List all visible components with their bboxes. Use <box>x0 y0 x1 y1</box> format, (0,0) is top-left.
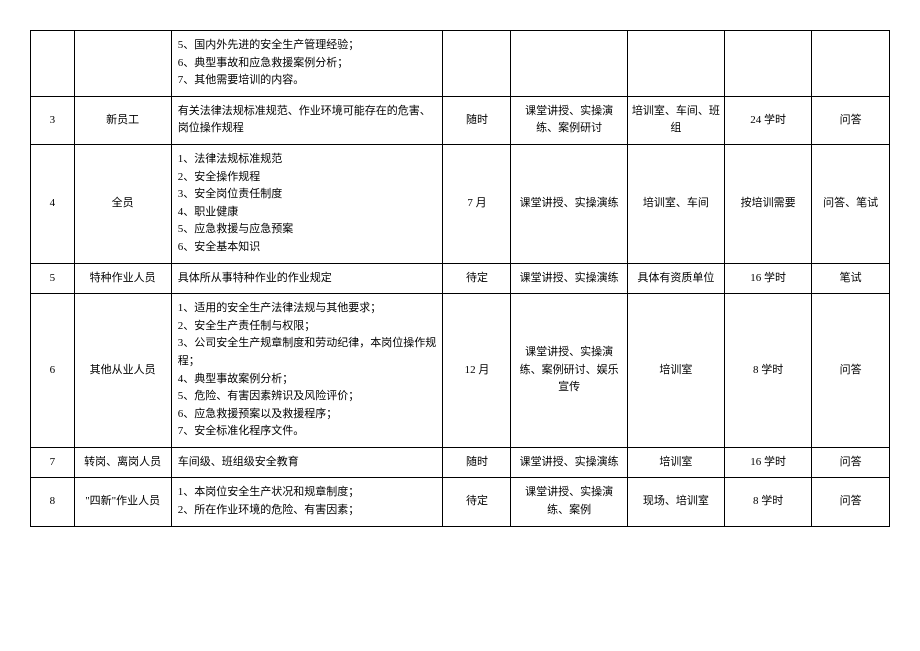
cell-index <box>31 31 75 97</box>
table-row: 6其他从业人员1、适用的安全生产法律法规与其他要求；2、安全生产责任制与权限；3… <box>31 294 890 448</box>
cell-person: 新员工 <box>74 96 171 144</box>
cell-assess <box>812 31 890 97</box>
table-row: 4全员1、法律法规标准规范2、安全操作规程3、安全岗位责任制度4、职业健康5、应… <box>31 144 890 263</box>
cell-index: 4 <box>31 144 75 263</box>
cell-method: 课堂讲授、实操演练 <box>511 447 627 478</box>
cell-assess: 问答、笔试 <box>812 144 890 263</box>
cell-hours <box>724 31 811 97</box>
table-row: 8"四新"作业人员1、本岗位安全生产状况和规章制度；2、所在作业环境的危险、有害… <box>31 478 890 526</box>
cell-time: 待定 <box>443 478 511 526</box>
cell-place: 培训室 <box>627 294 724 448</box>
table-row: 5特种作业人员具体所从事特种作业的作业规定待定课堂讲授、实操演练具体有资质单位1… <box>31 263 890 294</box>
cell-index: 7 <box>31 447 75 478</box>
cell-time: 随时 <box>443 96 511 144</box>
cell-person: 转岗、离岗人员 <box>74 447 171 478</box>
cell-time: 随时 <box>443 447 511 478</box>
cell-place: 培训室 <box>627 447 724 478</box>
cell-time: 7 月 <box>443 144 511 263</box>
cell-time: 待定 <box>443 263 511 294</box>
table-row: 5、国内外先进的安全生产管理经验；6、典型事故和应急救援案例分析；7、其他需要培… <box>31 31 890 97</box>
cell-hours: 8 学时 <box>724 478 811 526</box>
cell-assess: 问答 <box>812 447 890 478</box>
cell-place: 具体有资质单位 <box>627 263 724 294</box>
cell-index: 8 <box>31 478 75 526</box>
cell-content: 车间级、班组级安全教育 <box>171 447 443 478</box>
cell-person: 其他从业人员 <box>74 294 171 448</box>
table-row: 3新员工有关法律法规标准规范、作业环境可能存在的危害、岗位操作规程随时课堂讲授、… <box>31 96 890 144</box>
document-page: 5、国内外先进的安全生产管理经验；6、典型事故和应急救援案例分析；7、其他需要培… <box>30 30 890 527</box>
cell-hours: 16 学时 <box>724 447 811 478</box>
cell-method: 课堂讲授、实操演练 <box>511 144 627 263</box>
cell-content: 1、本岗位安全生产状况和规章制度；2、所在作业环境的危险、有害因素； <box>171 478 443 526</box>
table-body: 5、国内外先进的安全生产管理经验；6、典型事故和应急救援案例分析；7、其他需要培… <box>31 31 890 527</box>
cell-content: 具体所从事特种作业的作业规定 <box>171 263 443 294</box>
cell-index: 6 <box>31 294 75 448</box>
cell-person <box>74 31 171 97</box>
cell-index: 3 <box>31 96 75 144</box>
cell-person: 特种作业人员 <box>74 263 171 294</box>
cell-index: 5 <box>31 263 75 294</box>
cell-place: 培训室、车间 <box>627 144 724 263</box>
cell-place: 培训室、车间、班组 <box>627 96 724 144</box>
cell-method: 课堂讲授、实操演练、案例研讨 <box>511 96 627 144</box>
cell-place: 现场、培训室 <box>627 478 724 526</box>
cell-person: 全员 <box>74 144 171 263</box>
cell-hours: 8 学时 <box>724 294 811 448</box>
cell-assess: 笔试 <box>812 263 890 294</box>
cell-content: 5、国内外先进的安全生产管理经验；6、典型事故和应急救援案例分析；7、其他需要培… <box>171 31 443 97</box>
cell-assess: 问答 <box>812 478 890 526</box>
cell-person: "四新"作业人员 <box>74 478 171 526</box>
training-table: 5、国内外先进的安全生产管理经验；6、典型事故和应急救援案例分析；7、其他需要培… <box>30 30 890 527</box>
cell-hours: 16 学时 <box>724 263 811 294</box>
table-row: 7转岗、离岗人员车间级、班组级安全教育随时课堂讲授、实操演练培训室16 学时问答 <box>31 447 890 478</box>
cell-assess: 问答 <box>812 294 890 448</box>
cell-method: 课堂讲授、实操演练、案例研讨、娱乐宣传 <box>511 294 627 448</box>
cell-hours: 按培训需要 <box>724 144 811 263</box>
cell-place <box>627 31 724 97</box>
cell-content: 1、适用的安全生产法律法规与其他要求；2、安全生产责任制与权限；3、公司安全生产… <box>171 294 443 448</box>
cell-content: 1、法律法规标准规范2、安全操作规程3、安全岗位责任制度4、职业健康5、应急救援… <box>171 144 443 263</box>
cell-content: 有关法律法规标准规范、作业环境可能存在的危害、岗位操作规程 <box>171 96 443 144</box>
cell-method: 课堂讲授、实操演练 <box>511 263 627 294</box>
cell-time: 12 月 <box>443 294 511 448</box>
cell-method <box>511 31 627 97</box>
cell-time <box>443 31 511 97</box>
cell-method: 课堂讲授、实操演练、案例 <box>511 478 627 526</box>
cell-hours: 24 学时 <box>724 96 811 144</box>
cell-assess: 问答 <box>812 96 890 144</box>
